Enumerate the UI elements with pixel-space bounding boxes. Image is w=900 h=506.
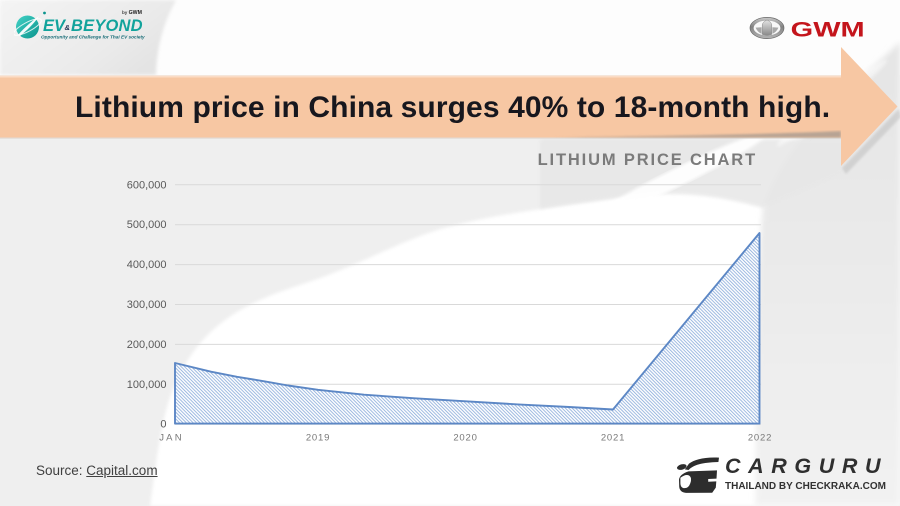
svg-text:0: 0 [160, 419, 166, 431]
svg-text:400,000: 400,000 [127, 259, 167, 271]
svg-text:2022: 2022 [748, 433, 772, 444]
svg-text:2020: 2020 [453, 433, 477, 444]
svg-text:2019: 2019 [306, 433, 330, 444]
svg-text:&: & [65, 23, 70, 32]
svg-text:BEYOND: BEYOND [71, 17, 143, 35]
svg-text:Opportunity and Challenge for: Opportunity and Challenge for Thai EV so… [41, 35, 145, 40]
svg-text:EV: EV [43, 17, 67, 35]
svg-text:300,000: 300,000 [127, 299, 167, 311]
svg-text:by GWM: by GWM [122, 10, 142, 16]
svg-text:2021: 2021 [601, 433, 625, 444]
svg-text:JAN: JAN [159, 433, 184, 444]
svg-text:600,000: 600,000 [127, 179, 167, 191]
svg-text:200,000: 200,000 [127, 339, 167, 351]
svg-text:500,000: 500,000 [127, 219, 167, 231]
svg-text:100,000: 100,000 [127, 379, 167, 391]
svg-text:GWM: GWM [791, 18, 865, 42]
